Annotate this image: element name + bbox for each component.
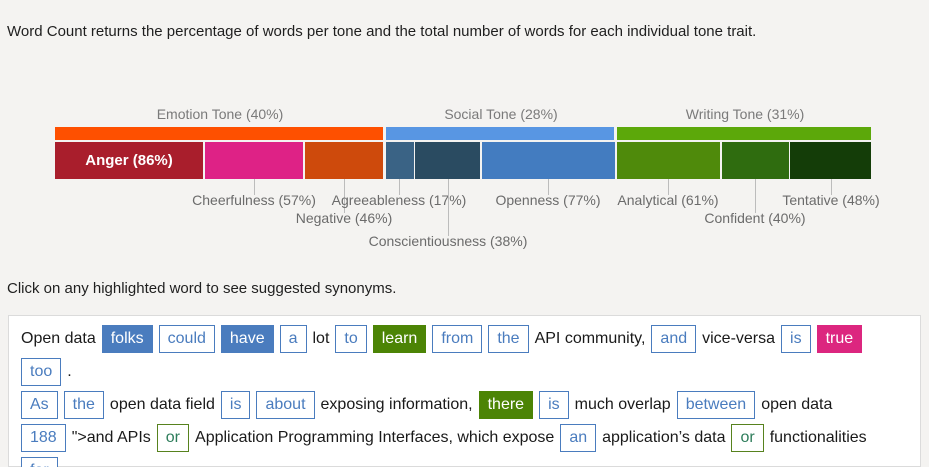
trait-segment-negative [305, 142, 383, 179]
word-chip-blue-outline[interactable]: between [676, 391, 756, 419]
word-chip-green-outline[interactable]: or [156, 424, 190, 452]
passage-text: functionalities [769, 429, 867, 446]
word-chip-blue-outline[interactable]: 188 [21, 424, 66, 452]
category-bar-emotion-tone [55, 127, 383, 140]
leader-line-confident [755, 179, 756, 213]
leader-line-cheerfulness [254, 179, 255, 195]
word-chip-blue-outline[interactable]: and [651, 325, 697, 353]
word-chip-blue[interactable]: have [220, 325, 274, 353]
trait-segment-analytical [617, 142, 720, 179]
passage-text: Open data [21, 330, 96, 347]
category-label-writing-tone: Writing Tone (31%) [685, 106, 805, 122]
leader-line-tentative [831, 179, 832, 195]
passage-text: Application Programming Interfaces, whic… [195, 429, 555, 446]
trait-segment-agreeableness [386, 142, 414, 179]
category-label-social-tone: Social Tone (28%) [444, 106, 558, 122]
passage-box: Open data folks could have a lot to learn from th… [8, 315, 921, 467]
word-chip-blue[interactable]: folks [101, 325, 153, 353]
synonyms-instruction: Click on any highlighted word to see sug… [7, 280, 397, 297]
trait-segment-confident [722, 142, 789, 179]
trait-label-negative: Negative (46%) [295, 210, 393, 226]
leader-line-agreeableness [399, 179, 400, 195]
passage-text: ">and APIs [71, 429, 151, 446]
trait-segment-tentative [790, 142, 871, 179]
trait-segment-anger: Anger (86%) [55, 142, 203, 179]
leader-line-openness [548, 179, 549, 195]
word-chip-blue-outline[interactable]: is [539, 391, 569, 419]
leader-line-analytical [668, 179, 669, 195]
trait-label-anger: Anger (86%) [85, 152, 173, 169]
trait-segment-openness [482, 142, 615, 179]
passage-text: API community, [534, 330, 646, 347]
trait-segment-conscientiousness [415, 142, 480, 179]
trait-segment-cheerfulness [205, 142, 303, 179]
word-chip-blue-outline[interactable]: to [335, 325, 367, 353]
category-label-emotion-tone: Emotion Tone (40%) [156, 106, 284, 122]
word-chip-blue-outline[interactable]: a [279, 325, 307, 353]
word-chip-blue-outline[interactable]: could [158, 325, 215, 353]
trait-label-confident: Confident (40%) [704, 210, 806, 226]
passage-text: much overlap [574, 396, 671, 413]
trait-label-conscientiousness: Conscientiousness (38%) [368, 233, 528, 249]
word-chip-blue-outline[interactable]: for [21, 457, 58, 467]
trait-label-analytical: Analytical (61%) [617, 192, 719, 208]
passage-text: open data [761, 396, 833, 413]
passage-text: vice-versa [702, 330, 776, 347]
passage-text-area: Open data folks could have a lot to learn from th… [9, 316, 920, 467]
leader-line-negative [344, 179, 345, 213]
category-bar-social-tone [386, 127, 614, 140]
trait-label-agreeableness: Agreeableness (17%) [331, 192, 467, 208]
word-chip-green[interactable]: there [478, 391, 534, 419]
trait-label-cheerfulness: Cheerfulness (57%) [192, 192, 316, 208]
word-chip-blue-outline[interactable]: the [488, 325, 529, 353]
word-chip-blue-outline[interactable]: from [432, 325, 483, 353]
word-chip-blue-outline[interactable]: too [21, 358, 62, 386]
word-chip-blue-outline[interactable]: As [21, 391, 58, 419]
word-chip-blue-outline[interactable]: about [256, 391, 315, 419]
passage-text: application’s data [602, 429, 726, 446]
word-chip-green-outline[interactable]: or [731, 424, 764, 452]
passage-text: lot [312, 330, 330, 347]
word-chip-blue-outline[interactable]: the [63, 391, 104, 419]
category-bar-writing-tone [617, 127, 871, 140]
passage-text: . [67, 363, 72, 380]
leader-line-conscientiousness [448, 179, 449, 236]
word-count-description: Word Count returns the percentage of wor… [7, 23, 757, 40]
passage-text: exposing information, [320, 396, 473, 413]
word-chip-blue-outline[interactable]: is [781, 325, 811, 353]
word-chip-pink[interactable]: true [816, 325, 863, 353]
word-chip-blue-outline[interactable]: an [560, 424, 597, 452]
trait-label-tentative: Tentative (48%) [782, 192, 880, 208]
trait-label-openness: Openness (77%) [495, 192, 601, 208]
word-chip-green[interactable]: learn [372, 325, 427, 353]
tone-word-count-chart: Emotion Tone (40%) Anger (86%) Cheerfulnes… [55, 106, 880, 249]
word-chip-blue-outline[interactable]: is [220, 391, 251, 419]
passage-text: open data field [109, 396, 215, 413]
